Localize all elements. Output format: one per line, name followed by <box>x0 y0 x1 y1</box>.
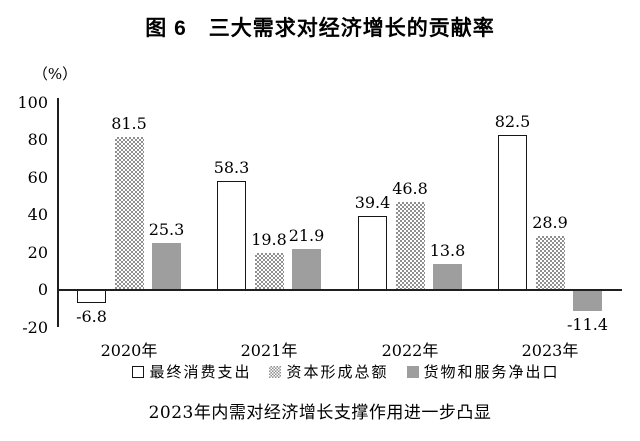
bar <box>152 242 181 290</box>
legend-swatch-white-outline <box>132 365 145 378</box>
bar <box>573 290 602 312</box>
y-tick-label: -20 <box>22 317 48 337</box>
bar <box>254 252 284 290</box>
legend-swatch-solid-gray <box>406 365 419 378</box>
legend-item: 资本形成总额 <box>269 361 388 382</box>
y-tick-label: 0 <box>37 280 48 299</box>
y-axis-unit-label: （%） <box>32 65 78 83</box>
bar-value-label: -6.8 <box>76 306 107 326</box>
y-tick-label: 100 <box>17 92 48 112</box>
legend-item: 最终消费支出 <box>132 361 251 382</box>
legend: 最终消费支出 资本形成总额 货物和服务净出口 <box>26 361 640 382</box>
legend-item-label: 货物和服务净出口 <box>423 363 560 381</box>
bar-value-label: 58.3 <box>213 157 250 177</box>
bar-value-label: 39.4 <box>354 193 391 213</box>
legend-item-label: 最终消费支出 <box>149 363 252 381</box>
bar-value-label: 13.8 <box>429 241 466 261</box>
bar-value-label: 25.3 <box>148 219 185 239</box>
bar-value-label: 82.5 <box>494 112 531 132</box>
bar <box>114 137 144 290</box>
bar <box>498 135 527 290</box>
bar <box>77 290 106 303</box>
x-category-label: 2021年 <box>240 341 298 360</box>
y-tick-label: 60 <box>27 167 48 187</box>
y-tick-label: 20 <box>27 242 48 262</box>
y-axis-line <box>57 98 59 327</box>
y-tick-label: 40 <box>27 205 48 224</box>
bar <box>433 264 462 290</box>
bar <box>535 235 565 290</box>
figure-title: 图 6 三大需求对经济增长的贡献率 <box>145 17 495 40</box>
bar-value-label: 46.8 <box>392 179 428 199</box>
bar-value-label: -11.4 <box>566 315 609 335</box>
y-tick-label: 80 <box>27 130 48 149</box>
legend-item-label: 资本形成总额 <box>286 363 389 381</box>
legend-item: 货物和服务净出口 <box>406 361 560 382</box>
x-category-label: 2022年 <box>381 341 439 360</box>
legend-swatch-checker <box>269 365 282 378</box>
bar-value-label: 28.9 <box>532 212 568 232</box>
figure-caption: 2023年内需对经济增长支撑作用进一步凸显 <box>148 403 492 423</box>
bar-value-label: 19.8 <box>251 229 287 249</box>
bar-value-label: 81.5 <box>111 114 147 134</box>
x-axis-line <box>57 289 622 291</box>
bar <box>292 248 321 290</box>
bar-value-label: 21.9 <box>288 225 325 245</box>
x-category-label: 2020年 <box>100 341 158 360</box>
bar <box>358 216 387 290</box>
x-category-label: 2023年 <box>521 341 579 360</box>
bar <box>395 202 425 290</box>
